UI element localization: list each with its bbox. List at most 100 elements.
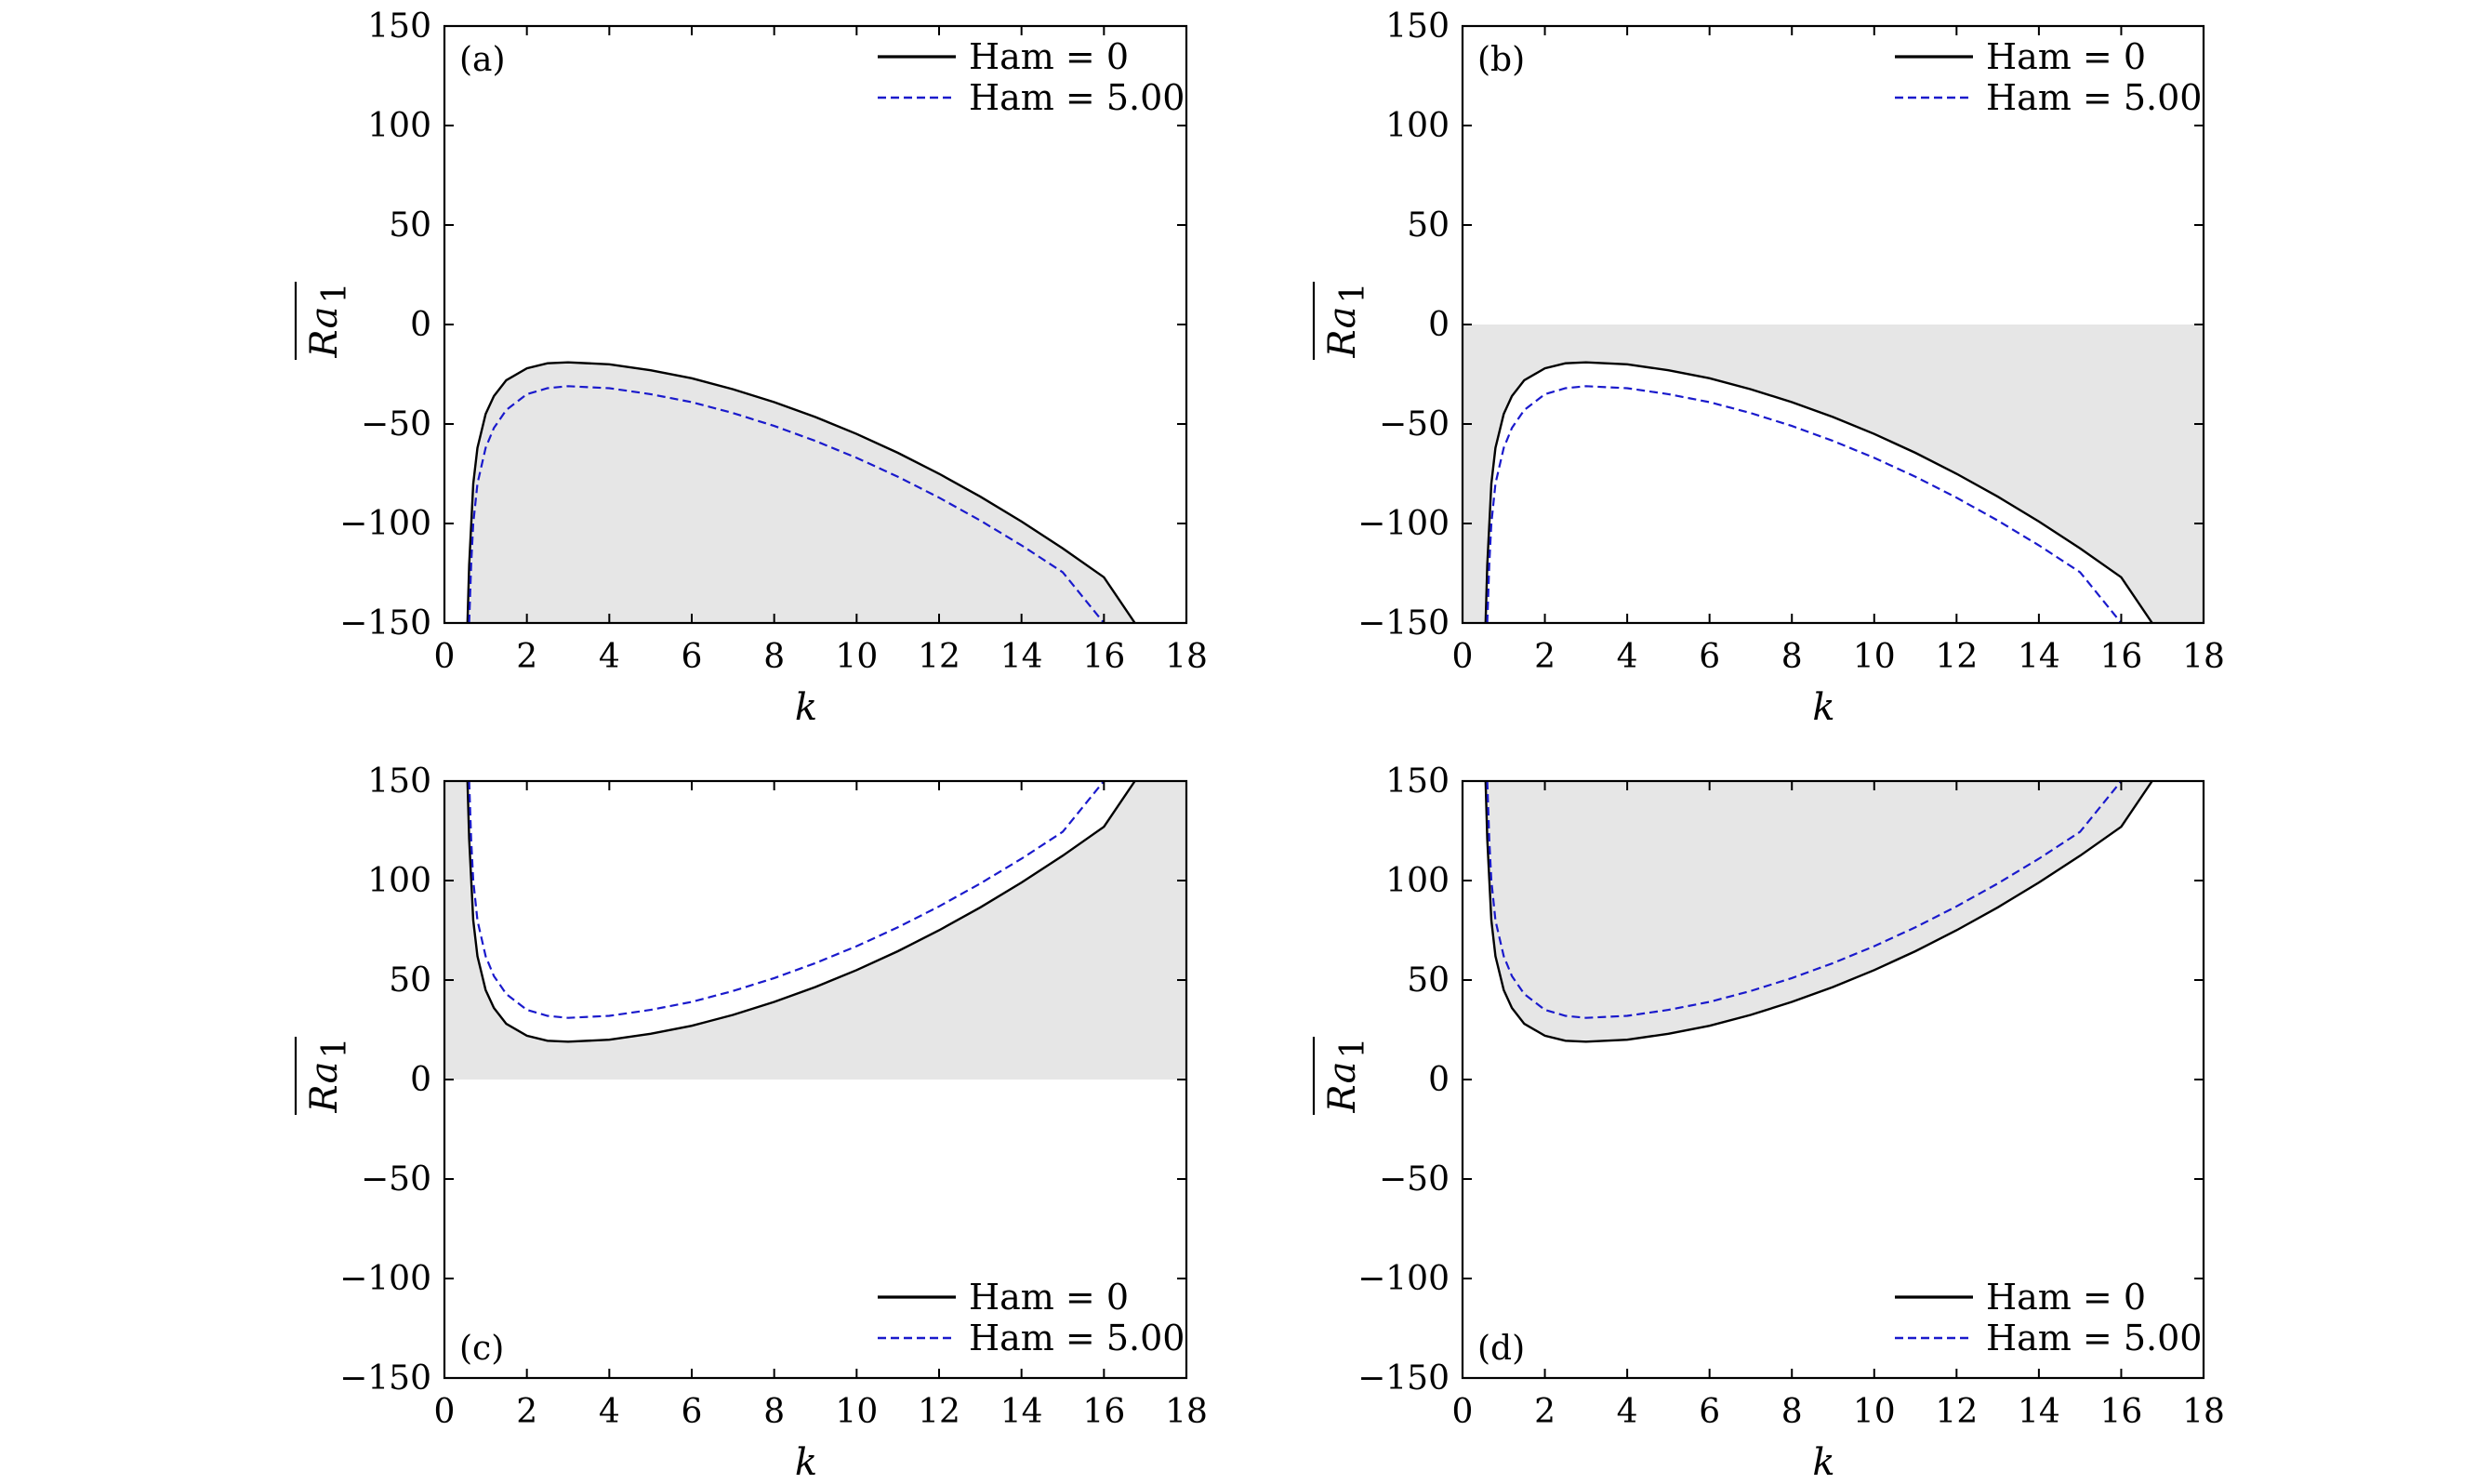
x-tick-label: 16 (2100, 638, 2143, 676)
y-tick-label: 50 (1407, 961, 1450, 1000)
y-tick-label: −150 (339, 1359, 431, 1398)
x-tick-label: 2 (1534, 638, 1556, 676)
x-tick-label: 8 (1781, 1393, 1803, 1431)
y-tick-label: −150 (1357, 604, 1450, 643)
x-tick-label: 12 (918, 638, 960, 676)
y-tick-label: −50 (1379, 1160, 1450, 1199)
y-axis-label-text: Ra (1321, 307, 1364, 359)
y-axis-label-text: Ra (303, 1062, 346, 1114)
legend-label-ham-0: Ham = 0 (1986, 36, 2146, 77)
y-tick-label: −100 (1357, 505, 1450, 543)
x-tick-label: 10 (1853, 638, 1896, 676)
panel-label: (a) (459, 41, 506, 79)
y-axis-label-subscript: 1 (316, 1038, 354, 1059)
panel-d: 0 2 4 6 8 10 12 14 16 18 150 100 50 0 −50 −100 −150 k Ra 1 (… (1312, 762, 2225, 1484)
y-axis-label-subscript: 1 (1334, 283, 1372, 304)
panel-b: 0 2 4 6 8 10 12 14 16 18 150 100 50 0 −50 −100 −150 k Ra 1 (… (1312, 7, 2225, 729)
y-tick-label: 100 (367, 862, 431, 900)
y-tick-label: −100 (339, 505, 431, 543)
y-tick-label: 150 (367, 7, 431, 46)
y-tick-label: 150 (367, 762, 431, 801)
legend-label-ham-0: Ham = 0 (969, 1277, 1129, 1318)
legend-label-ham-0: Ham = 0 (1986, 1277, 2146, 1318)
y-axis-label-text: Ra (303, 307, 346, 359)
legend-label-ham-5: Ham = 5.00 (1986, 1318, 2202, 1358)
x-tick-label: 12 (1935, 638, 1978, 676)
series-line-ham-5 (468, 385, 1105, 623)
y-tick-label: 100 (1385, 862, 1450, 900)
y-tick-label: 50 (389, 206, 431, 245)
x-tick-label: 2 (1534, 1393, 1556, 1431)
x-tick-label: 14 (2018, 1393, 2060, 1431)
x-tick-label: 8 (763, 638, 785, 676)
x-axis-label: k (1812, 686, 1834, 729)
x-tick-label: 6 (682, 1393, 703, 1431)
x-tick-label: 18 (1165, 1393, 1208, 1431)
y-axis-label-subscript: 1 (316, 283, 354, 304)
x-tick-label: 0 (1452, 638, 1474, 676)
legend-label-ham-5: Ham = 5.00 (1986, 77, 2202, 118)
panel-label: (c) (459, 1330, 504, 1368)
x-tick-label: 10 (835, 638, 878, 676)
x-tick-label: 0 (434, 1393, 456, 1431)
panel-c: 0 2 4 6 8 10 12 14 16 18 150 100 50 0 −50 −100 −150 k Ra 1 (… (294, 762, 1208, 1484)
y-axis-label-subscript: 1 (1334, 1038, 1372, 1059)
x-tick-label: 8 (763, 1393, 785, 1431)
x-tick-label: 16 (1082, 1393, 1125, 1431)
x-tick-label: 14 (2018, 638, 2060, 676)
series-line-ham-5 (1486, 781, 2123, 1019)
shaded-region (1485, 781, 2152, 1042)
x-tick-label: 4 (599, 638, 620, 676)
y-tick-label: 150 (1385, 762, 1450, 801)
x-tick-label: 18 (1165, 638, 1208, 676)
y-tick-label: 100 (1385, 107, 1450, 145)
x-tick-label: 16 (2100, 1393, 2143, 1431)
series-line-ham-0 (1484, 781, 2153, 1043)
x-axis-label: k (795, 686, 817, 729)
x-tick-label: 4 (599, 1393, 620, 1431)
unshaded-region (467, 781, 1135, 1042)
x-tick-label: 14 (1000, 638, 1043, 676)
x-tick-label: 10 (1853, 1393, 1896, 1431)
y-tick-label: −50 (361, 1160, 431, 1199)
series-line-ham-0 (1484, 361, 2153, 623)
x-tick-label: 14 (1000, 1393, 1043, 1431)
y-tick-label: 0 (1428, 306, 1450, 344)
y-tick-label: 50 (1407, 206, 1450, 245)
x-tick-label: 8 (1781, 638, 1803, 676)
unshaded-region (1485, 362, 2152, 623)
x-tick-label: 10 (835, 1393, 878, 1431)
y-tick-label: 100 (367, 107, 431, 145)
y-tick-label: 50 (389, 961, 431, 1000)
x-tick-label: 12 (918, 1393, 960, 1431)
series-line-ham-0 (466, 361, 1136, 623)
x-tick-label: 0 (1452, 1393, 1474, 1431)
x-axis-label: k (795, 1441, 817, 1479)
y-axis-label-text: Ra (1321, 1062, 1364, 1114)
y-tick-label: −150 (1357, 1359, 1450, 1398)
y-tick-label: −50 (1379, 405, 1450, 444)
x-tick-label: 12 (1935, 1393, 1978, 1431)
y-tick-label: 0 (410, 306, 431, 344)
legend-label-ham-5: Ham = 5.00 (969, 1318, 1185, 1358)
legend-label-ham-5: Ham = 5.00 (969, 77, 1185, 118)
x-tick-label: 18 (2182, 638, 2225, 676)
x-tick-label: 2 (516, 638, 537, 676)
x-tick-label: 0 (434, 638, 456, 676)
y-tick-label: 150 (1385, 7, 1450, 46)
x-axis-label: k (1812, 1441, 1834, 1479)
x-tick-label: 6 (682, 638, 703, 676)
series-line-ham-5 (468, 781, 1105, 1019)
x-tick-label: 6 (1699, 1393, 1720, 1431)
x-tick-label: 4 (1617, 638, 1638, 676)
panel-label: (b) (1477, 41, 1525, 79)
y-tick-label: −100 (1357, 1260, 1450, 1298)
y-tick-label: −50 (361, 405, 431, 444)
x-tick-label: 4 (1617, 1393, 1638, 1431)
panel-a: 0 2 4 6 8 10 12 14 16 18 150 100 50 0 −50 −100 −150 k Ra 1 (… (294, 7, 1208, 729)
x-tick-label: 18 (2182, 1393, 2225, 1431)
series-line-ham-5 (1486, 385, 2123, 623)
shaded-region (467, 362, 1135, 623)
